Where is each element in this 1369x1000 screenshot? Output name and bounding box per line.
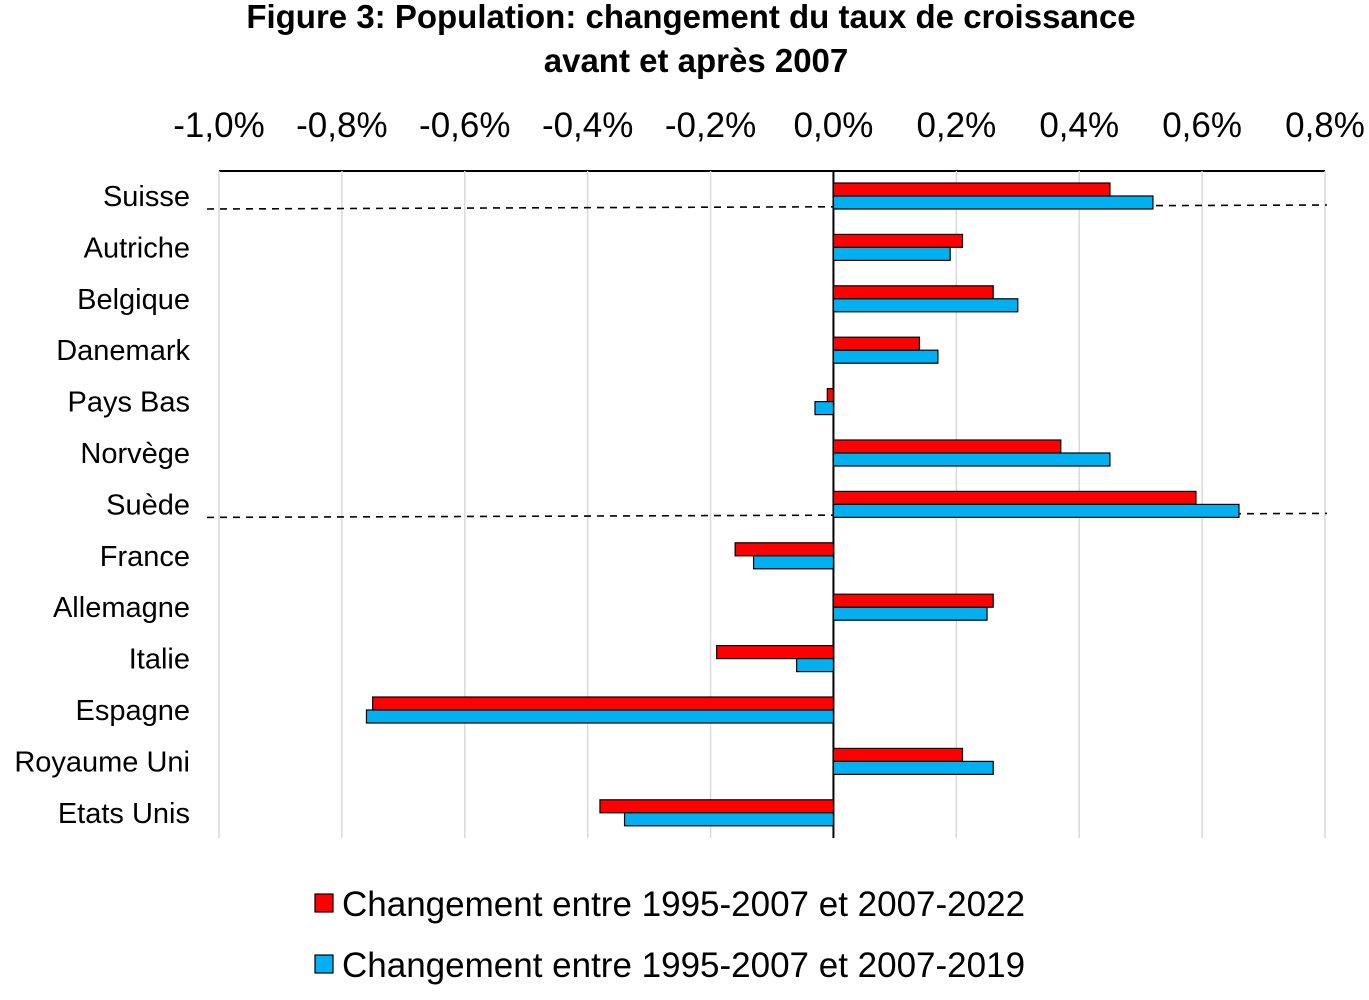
x-tick-label: -0,8% — [296, 106, 387, 145]
bar-series2-france — [752, 555, 835, 570]
separator-after-suisse — [206, 204, 1328, 210]
x-tick-label: -0,6% — [419, 106, 510, 145]
legend-swatch-series2 — [314, 954, 334, 974]
x-tick-label: 0,2% — [916, 106, 996, 145]
bar-series1-belgique — [832, 285, 994, 300]
legend-swatch-series1 — [314, 893, 334, 913]
bar-series1-italie — [716, 644, 835, 660]
legend-label-series2: Changement entre 1995-2007 et 2007-2019 — [342, 946, 1025, 985]
bar-series2-suede — [832, 503, 1240, 518]
legend-label-series1: Changement entre 1995-2007 et 2007-2022 — [342, 885, 1025, 924]
category-label-autriche: Autriche — [84, 232, 190, 264]
x-tick-label: 0,0% — [794, 106, 874, 145]
bar-series2-belgique — [832, 298, 1019, 313]
category-label-danemark: Danemark — [56, 335, 190, 367]
bar-series2-royaume-uni — [832, 760, 994, 776]
category-label-norvege: Norvège — [80, 438, 190, 470]
x-tick-label: 0,8% — [1285, 106, 1365, 145]
category-label-italie: Italie — [129, 644, 190, 676]
bar-series2-etats-unis — [623, 812, 835, 827]
bar-series2-norvege — [832, 452, 1111, 467]
category-label-etats-unis: Etats Unis — [58, 798, 190, 830]
bar-series2-suisse — [832, 195, 1154, 210]
bar-series1-etats-unis — [599, 799, 835, 814]
category-label-royaume-uni: Royaume Uni — [14, 746, 190, 778]
bar-series1-suisse — [832, 182, 1111, 197]
category-label-suisse: Suisse — [103, 181, 190, 213]
category-label-suede: Suède — [106, 489, 190, 521]
bar-series2-italie — [795, 657, 835, 673]
category-label-pays-bas: Pays Bas — [68, 387, 191, 419]
legend: Changement entre 1995-2007 et 2007-2022 C… — [314, 885, 1025, 985]
x-tick-label: 0,4% — [1039, 106, 1119, 145]
category-label-france: France — [100, 541, 190, 573]
chart-subtitle: avant et après 2007 — [544, 42, 849, 79]
bar-series1-france — [734, 542, 835, 557]
x-tick-label: -1,0% — [173, 106, 264, 145]
category-label-allemagne: Allemagne — [53, 592, 190, 624]
separator-after-suede — [206, 512, 1328, 519]
bar-series2-danemark — [832, 349, 939, 364]
category-labels: Suisse Autriche Belgique Danemark Pays Bas No… — [14, 181, 190, 830]
bar-series1-pays-bas — [826, 388, 835, 403]
x-tick-label: 0,6% — [1162, 106, 1242, 145]
x-tick-label: -0,4% — [542, 106, 633, 145]
bar-series1-autriche — [832, 233, 964, 248]
bar-series1-norvege — [832, 439, 1062, 454]
x-axis-ticks: -1,0% -0,8% -0,6% -0,4% -0,2% 0,0% 0,2% 0,4% 0,6… — [173, 106, 1365, 145]
bar-series1-danemark — [832, 336, 921, 351]
chart-title: Figure 3: Population: changement du taux… — [246, 0, 1135, 35]
bar-series1-espagne — [372, 696, 835, 711]
bar-series2-espagne — [365, 709, 835, 724]
bar-series2-autriche — [832, 246, 951, 261]
x-tick-label: -0,2% — [665, 106, 756, 145]
bars — [365, 182, 1240, 827]
category-label-belgique: Belgique — [77, 284, 190, 316]
bar-series2-pays-bas — [814, 401, 835, 416]
group-separators — [206, 204, 1328, 519]
bar-series2-allemagne — [832, 606, 988, 621]
bar-series1-allemagne — [832, 593, 994, 608]
bar-series1-royaume-uni — [832, 747, 964, 763]
bar-series1-suede — [832, 490, 1197, 505]
category-label-espagne: Espagne — [76, 695, 191, 727]
